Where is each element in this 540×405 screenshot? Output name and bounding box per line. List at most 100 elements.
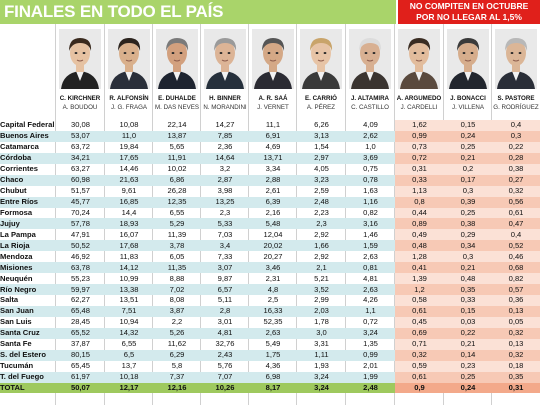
candidate-header-row: C. KIRCHNER A. BOUDOU R. ALFONSÍN J. G. FRA… xyxy=(0,24,540,120)
vote-percent-cell: 4,05 xyxy=(314,164,329,174)
vote-percent-cell: 0,48 xyxy=(444,273,492,285)
vote-percent-cell: 1,66 xyxy=(297,240,346,252)
vote-percent-cell: 2,5 xyxy=(267,295,279,305)
vote-percent-cell: 0,33 xyxy=(444,295,492,306)
vote-percent-cell: 11,35 xyxy=(153,262,201,274)
province-name: Chubut xyxy=(0,186,27,196)
vote-percent-cell: 1,59 xyxy=(346,240,395,252)
vote-percent-cell: 2,48 xyxy=(297,196,346,208)
candidate-name: J. ALTAMIRA xyxy=(350,95,390,102)
vote-percent-cell: 1,99 xyxy=(346,371,395,383)
vote-percent-cell: 0,61 xyxy=(395,371,444,383)
province-name: Santa Fe xyxy=(0,339,32,349)
vote-percent-cell: 5,29 xyxy=(153,218,201,230)
vote-percent-cell: 2,1 xyxy=(297,262,346,274)
table-row: Tucumán 65,45 13,7 5,8 5,76 4,36 1,93 2,01 0,59 0… xyxy=(0,360,540,372)
vote-percent-cell: 0,4 xyxy=(492,120,540,131)
vote-percent-cell: 1,1 xyxy=(346,305,395,317)
vote-percent-cell: 26,28 xyxy=(167,186,187,196)
vote-percent-cell: 12,35 xyxy=(153,196,201,208)
vote-percent-cell: 0,27 xyxy=(492,174,540,186)
vote-percent-cell: 3,01 xyxy=(217,317,233,327)
vote-percent-cell: 0,68 xyxy=(492,262,540,274)
vote-percent-cell: 14,4 xyxy=(121,207,137,217)
vote-percent-cell: 0,15 xyxy=(444,305,492,317)
table-row: Río Negro 59,97 13,38 7,02 6,57 4,8 3,52 2,63 1,… xyxy=(0,284,540,295)
candidate-photo xyxy=(447,29,489,89)
vote-percent-cell: 4,09 xyxy=(363,120,378,130)
vote-percent-cell: 0,46 xyxy=(492,251,540,263)
vote-percent-cell: 0,25 xyxy=(444,141,492,153)
vote-percent-cell: 0,73 xyxy=(395,141,444,153)
vote-percent-cell: 0,41 xyxy=(395,262,444,274)
candidate-vice: J. VERNET xyxy=(257,104,289,111)
vote-percent-cell: 0,57 xyxy=(492,284,540,295)
vote-percent-cell: 17,65 xyxy=(105,152,153,164)
vote-percent-cell: 11,39 xyxy=(167,229,187,239)
vote-percent-cell: 28,45 xyxy=(70,317,90,327)
vote-percent-cell: 10,08 xyxy=(119,120,139,130)
vote-percent-cell: 1,35 xyxy=(363,339,378,349)
vote-percent-cell: 5,65 xyxy=(169,142,185,152)
candidate-vice: M. DAS NEVES xyxy=(154,104,199,111)
vote-percent-cell: 63,72 xyxy=(70,142,90,152)
vote-percent-cell: 3,24 xyxy=(297,371,346,383)
province-name: T. del Fuego xyxy=(0,371,56,383)
vote-percent-cell: 70,24 xyxy=(70,207,90,217)
vote-percent-cell: 0,44 xyxy=(395,207,444,219)
vote-percent-cell: 12,04 xyxy=(263,229,283,239)
vote-percent-cell: 10,18 xyxy=(105,371,153,383)
column-separator xyxy=(55,24,56,405)
vote-percent-cell: 55,23 xyxy=(70,273,90,283)
vote-percent-cell: 63,78 xyxy=(56,262,105,274)
candidate-header: C. KIRCHNER A. BOUDOU xyxy=(56,24,105,120)
vote-percent-cell: 0,25 xyxy=(444,371,492,383)
vote-percent-cell: 6,55 xyxy=(121,339,137,349)
vote-percent-cell: 12,17 xyxy=(105,382,153,394)
province-name: Neuquén xyxy=(0,273,33,283)
vote-percent-cell: 10,94 xyxy=(119,317,139,327)
vote-percent-cell: 0,99 xyxy=(346,349,395,361)
province-name: San Juan xyxy=(0,305,56,317)
province-name: Catamarca xyxy=(0,142,39,152)
table-row: San Juan 65,48 7,51 3,87 2,8 16,33 2,03 1,1 0,61… xyxy=(0,305,540,317)
vote-percent-cell: 0,45 xyxy=(395,316,444,328)
title-bar: FINALES EN TODO EL PAÍS xyxy=(0,0,396,24)
vote-percent-cell: 6,86 xyxy=(153,174,201,186)
vote-percent-cell: 0,32 xyxy=(492,349,540,361)
vote-percent-cell: 7,33 xyxy=(217,251,233,261)
vote-percent-cell: 0,23 xyxy=(444,360,492,372)
table-row: Capital Federal 30,08 10,08 22,14 14,27 11,1 6… xyxy=(0,120,540,131)
vote-percent-cell: 50,52 xyxy=(56,240,105,252)
vote-percent-cell: 2,99 xyxy=(314,295,329,305)
vote-percent-cell: 0,75 xyxy=(363,164,378,174)
vote-percent-cell: 8,17 xyxy=(249,382,297,394)
vote-percent-cell: 0,32 xyxy=(492,185,540,197)
vote-percent-cell: 0,28 xyxy=(492,152,540,164)
vote-percent-cell: 11,83 xyxy=(119,251,139,261)
vote-percent-cell: 0,24 xyxy=(444,382,492,394)
vote-percent-cell: 2,16 xyxy=(265,207,281,217)
vote-percent-cell: 8,88 xyxy=(169,273,185,283)
page-title: FINALES EN TODO EL PAÍS xyxy=(4,2,224,21)
vote-percent-cell: 5,33 xyxy=(201,218,249,230)
vote-percent-cell: 52,35 xyxy=(263,317,283,327)
vote-percent-cell: 7,02 xyxy=(153,284,201,295)
column-separator xyxy=(345,24,346,405)
vote-percent-cell: 2,61 xyxy=(265,186,281,196)
vote-percent-cell: 6,98 xyxy=(249,371,297,383)
province-name: La Rioja xyxy=(0,240,56,252)
candidate-header: E. CARRIÓ A. PÉREZ xyxy=(297,24,346,120)
table-row: Corrientes 63,27 14,46 10,02 3,2 3,34 4,05 0,75… xyxy=(0,163,540,175)
vote-percent-cell: 6,26 xyxy=(314,120,329,130)
vote-percent-cell: 0,61 xyxy=(395,305,444,317)
vote-percent-cell: 1,28 xyxy=(395,251,444,263)
vote-percent-cell: 2,59 xyxy=(314,186,329,196)
vote-percent-cell: 0,36 xyxy=(492,295,540,306)
vote-percent-cell: 1,16 xyxy=(346,196,395,208)
province-name: Entre Ríos xyxy=(0,196,56,208)
province-name: Corrientes xyxy=(0,164,38,174)
vote-percent-cell: 0,69 xyxy=(395,327,444,339)
table-row: Buenos Aires 53,07 11,0 13,87 7,85 6,91 3,13 2,… xyxy=(0,130,540,142)
vote-percent-cell: 1,13 xyxy=(395,185,444,197)
